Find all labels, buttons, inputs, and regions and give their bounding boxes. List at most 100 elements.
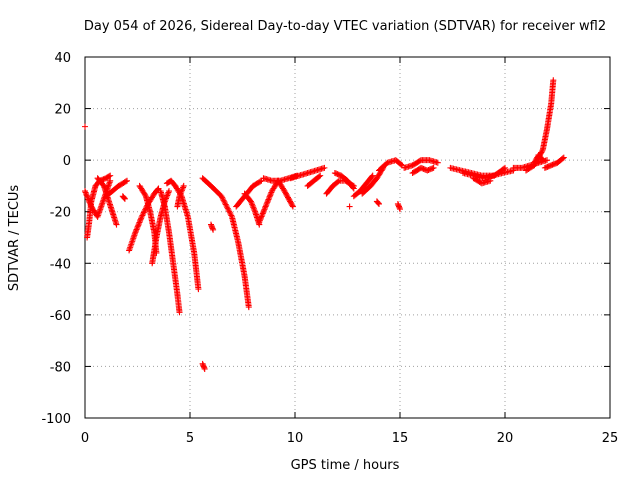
data-point [228,212,235,219]
data-point [531,159,538,166]
data-point [502,164,508,171]
data-point [268,189,275,196]
data-point [263,202,270,209]
data-point [176,309,183,316]
y-axis-label: SDTVAR / TECUs [7,185,22,292]
data-point [134,223,141,230]
data-point [500,165,507,172]
data-point [560,154,567,161]
data-point [138,213,145,220]
data-point [261,206,268,213]
data-point [138,215,145,222]
data-points [82,77,567,373]
series-s15 [199,175,252,311]
data-point [346,203,353,210]
data-point [225,206,232,213]
series-s05 [103,177,130,200]
data-point [281,188,288,195]
data-point [107,177,114,184]
data-point [82,189,89,196]
x-axis-label: GPS time / hours [291,458,400,473]
data-point [256,219,263,226]
series-s31 [401,157,441,171]
data-point [219,194,226,201]
data-point [166,188,172,195]
data-point [533,155,540,162]
series-s39 [541,154,567,171]
data-point [538,156,545,163]
data-point [136,219,143,226]
data-point [260,207,267,214]
data-point [84,193,91,200]
data-point [285,194,291,201]
data-point [288,200,295,207]
data-point [201,366,208,373]
data-point [397,206,403,213]
x-tick-label: 10 [287,431,304,446]
data-point [139,212,146,219]
data-point [142,206,149,213]
series-s04 [94,175,120,228]
data-point [257,178,264,185]
data-point [259,211,266,218]
data-point [260,209,267,216]
data-point [83,190,90,197]
series-s34 [460,164,508,182]
data-point [350,185,357,192]
data-point [287,198,294,205]
data-point [221,198,228,205]
x-tick-label: 5 [186,431,194,446]
data-point [257,216,264,223]
data-point [132,229,139,236]
series-s30 [394,200,403,213]
data-point [285,195,292,202]
x-tick-label: 25 [602,431,619,446]
chart-title: Day 054 of 2026, Sidereal Day-to-day VTE… [84,19,606,34]
y-tick-label: 0 [63,154,71,169]
data-point [282,189,289,196]
data-point [487,177,494,184]
data-point [140,211,147,218]
data-point [282,190,289,197]
data-point [264,197,271,204]
data-point [532,157,539,164]
data-point [263,200,270,207]
data-point [195,286,202,293]
grid-lines [85,57,610,418]
y-tick-label: -100 [41,412,71,427]
data-point [124,177,130,184]
series-s28 [376,157,406,174]
data-point [227,211,234,218]
data-point [180,182,187,189]
series-s10 [157,188,183,316]
data-point [539,157,546,164]
x-tick-label: 0 [81,431,89,446]
data-point [137,216,144,223]
x-tick-label: 15 [392,431,409,446]
data-point [258,214,265,221]
x-axis-ticks: 0 5 10 15 20 25 [81,57,618,446]
data-point [223,202,230,209]
data-point [258,213,265,220]
series-s18 [256,177,282,226]
series-s14 [208,221,217,233]
x-tick-label: 20 [497,431,514,446]
data-point [264,199,271,206]
data-point [284,193,291,200]
data-point [335,178,342,185]
series-s06 [119,193,128,202]
series-s35 [470,175,494,187]
y-tick-label: -20 [50,206,71,221]
data-point [321,164,328,171]
data-point [262,203,269,210]
data-point [224,205,231,212]
series-s21 [287,164,328,182]
data-point [316,173,323,180]
data-point [265,196,272,203]
data-point [132,227,139,234]
data-point [434,159,441,166]
series-s22 [304,172,324,189]
data-point [141,208,148,215]
data-point [532,158,539,165]
